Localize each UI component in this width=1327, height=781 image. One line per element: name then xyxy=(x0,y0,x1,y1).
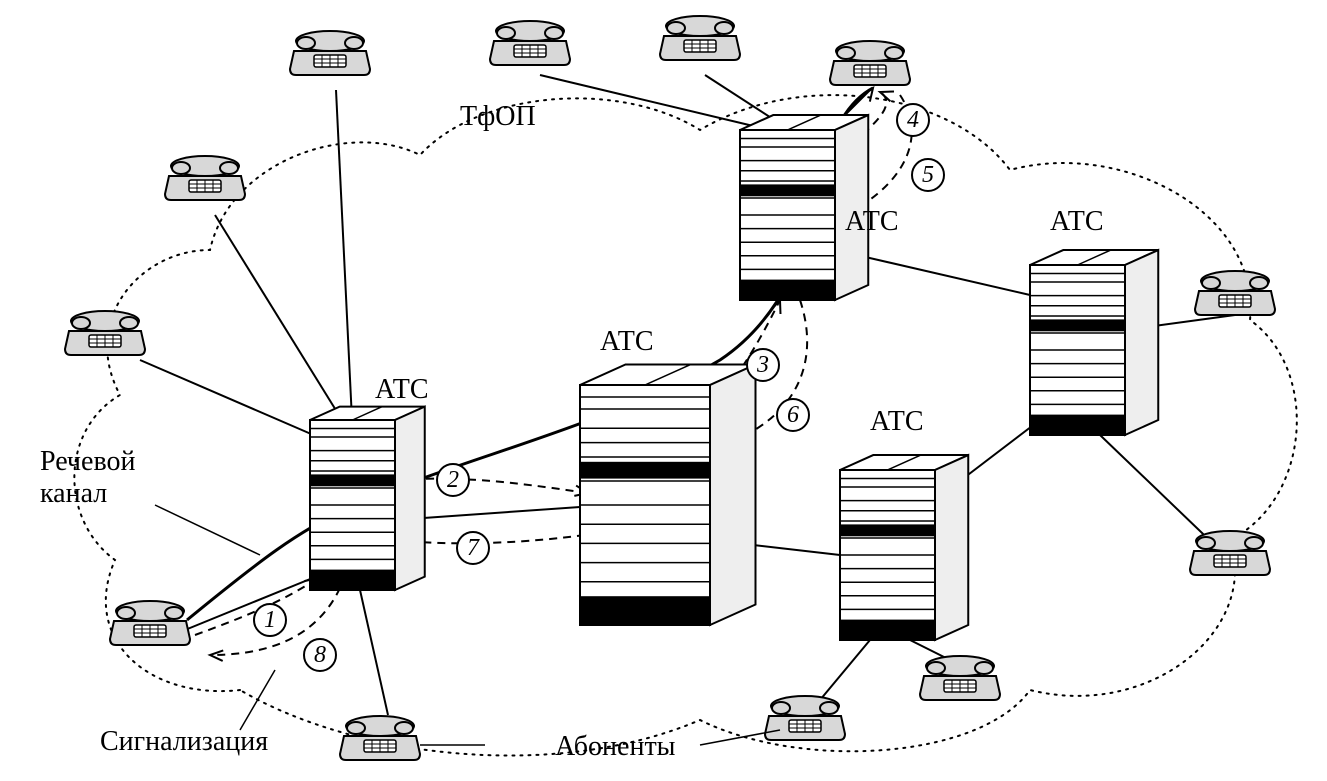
label-voice_line1: Речевой xyxy=(40,446,135,477)
link-2 xyxy=(140,360,325,440)
phone-p_bl1 xyxy=(110,601,190,645)
phone-p_r1 xyxy=(1195,271,1275,315)
label-cloud: ТфОП xyxy=(460,101,536,132)
phone-p_tl2 xyxy=(165,156,245,200)
phone-p_tr xyxy=(830,41,910,85)
step-num-7: 7 xyxy=(467,535,480,561)
ats_farright xyxy=(1030,250,1158,435)
label-ats_farright: АТС xyxy=(1050,206,1104,237)
step-num-4: 4 xyxy=(907,107,919,133)
label-ats_bottomright: АТС xyxy=(870,406,924,437)
leader-0 xyxy=(155,505,260,555)
phone-p_l1 xyxy=(65,311,145,355)
link-0 xyxy=(336,90,352,420)
ats_left xyxy=(310,407,425,590)
phone-p_tl1 xyxy=(290,31,370,75)
label-signaling: Сигнализация xyxy=(100,726,268,757)
link-4 xyxy=(360,590,388,715)
step-num-6: 6 xyxy=(787,402,799,428)
link-14 xyxy=(820,640,870,700)
label-ats_left: АТС xyxy=(375,374,429,405)
signal-step-7 xyxy=(398,535,585,543)
step-num-2: 2 xyxy=(447,467,459,493)
phone-p_r2 xyxy=(1190,531,1270,575)
link-3 xyxy=(185,575,320,630)
label-voice_line2: канал xyxy=(40,478,107,509)
diagram-stage: 1 2 3 4 5 6 7 8 ТфОП АТС АТС АТС АТС АТС Речевойканал… xyxy=(0,0,1327,781)
phone-p_tc2 xyxy=(660,16,740,60)
link-7 xyxy=(540,75,770,130)
step-num-5: 5 xyxy=(922,162,934,188)
step-num-3: 3 xyxy=(756,352,769,378)
step-num-8: 8 xyxy=(314,642,326,668)
step-num-1: 1 xyxy=(264,607,276,633)
label-ats_center: АТС xyxy=(600,326,654,357)
label-subscribers: Абоненты xyxy=(555,731,676,762)
phone-p_tc1 xyxy=(490,21,570,65)
link-1 xyxy=(215,215,342,420)
ats_center xyxy=(580,365,756,625)
ats_bottomright xyxy=(840,455,968,640)
signal-step-2 xyxy=(398,479,588,493)
phone-p_br1 xyxy=(765,696,845,740)
phone-p_bottom1 xyxy=(340,716,420,760)
leader-1 xyxy=(240,670,275,730)
phone-p_br2 xyxy=(920,656,1000,700)
label-ats_topright: АТС xyxy=(845,206,899,237)
